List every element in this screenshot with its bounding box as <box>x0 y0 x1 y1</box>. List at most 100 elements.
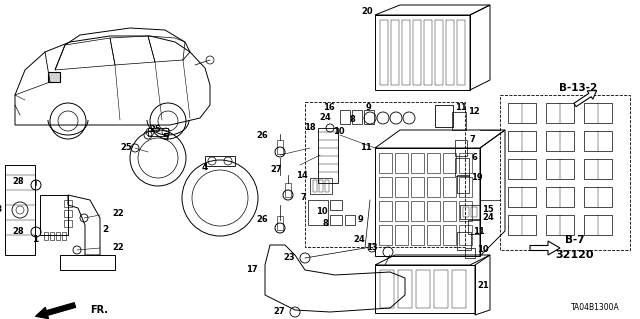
Text: 28: 28 <box>12 227 24 236</box>
Bar <box>459 153 472 173</box>
Bar <box>395 177 408 197</box>
Bar <box>546 215 574 235</box>
Text: 24: 24 <box>319 114 331 122</box>
Bar <box>463 207 469 217</box>
Text: 15: 15 <box>482 205 493 214</box>
Text: 28: 28 <box>12 177 24 187</box>
Bar <box>446 20 454 85</box>
Bar <box>452 112 466 130</box>
Text: 11: 11 <box>455 103 467 113</box>
Bar <box>584 215 612 235</box>
Bar <box>546 159 574 179</box>
Text: 27: 27 <box>273 308 285 316</box>
Text: 14: 14 <box>296 170 308 180</box>
Bar <box>40 195 68 235</box>
Text: 17: 17 <box>246 265 258 275</box>
Bar <box>471 207 477 217</box>
Text: FR.: FR. <box>90 305 108 315</box>
Bar <box>319 180 323 192</box>
FancyArrow shape <box>35 303 76 319</box>
Bar <box>402 20 410 85</box>
Bar <box>380 270 394 308</box>
Bar <box>64 210 72 217</box>
Bar <box>459 201 472 221</box>
Text: 26: 26 <box>256 131 268 140</box>
Bar <box>411 201 424 221</box>
Text: 25: 25 <box>149 125 161 135</box>
Text: 21: 21 <box>477 280 489 290</box>
Bar <box>427 153 440 173</box>
Bar <box>443 177 456 197</box>
Text: B-7: B-7 <box>565 235 585 245</box>
Text: 10: 10 <box>316 207 328 217</box>
Bar <box>460 205 480 219</box>
Bar <box>380 20 388 85</box>
Text: 7: 7 <box>469 136 475 145</box>
Bar <box>395 225 408 245</box>
Text: 25: 25 <box>120 144 132 152</box>
Bar <box>330 215 342 225</box>
Text: 16: 16 <box>323 103 335 113</box>
Bar <box>375 15 470 90</box>
Bar <box>375 148 480 256</box>
Bar <box>310 178 332 194</box>
Text: 24: 24 <box>353 235 365 244</box>
Bar <box>379 177 392 197</box>
Text: 9: 9 <box>365 103 371 113</box>
Bar <box>411 153 424 173</box>
Text: 8: 8 <box>323 219 328 228</box>
FancyArrow shape <box>574 91 596 107</box>
Bar <box>457 175 469 193</box>
Text: 11: 11 <box>360 144 372 152</box>
Bar <box>457 20 465 85</box>
Bar <box>44 232 48 240</box>
Bar <box>64 200 72 207</box>
Bar <box>434 270 448 308</box>
Bar <box>340 110 350 124</box>
Bar <box>56 232 60 240</box>
Text: 19: 19 <box>471 174 483 182</box>
Bar <box>435 20 443 85</box>
Bar <box>330 200 342 210</box>
Bar <box>459 225 472 245</box>
Bar <box>427 225 440 245</box>
Bar <box>443 201 456 221</box>
Bar <box>205 156 235 166</box>
Text: 5: 5 <box>162 133 168 143</box>
Bar <box>379 153 392 173</box>
Text: 8: 8 <box>349 115 355 124</box>
Text: B-13-2: B-13-2 <box>559 83 597 93</box>
Bar <box>508 215 536 235</box>
Bar <box>546 187 574 207</box>
Bar <box>50 232 54 240</box>
Bar <box>508 159 536 179</box>
Text: 24: 24 <box>482 213 493 222</box>
Text: 4: 4 <box>202 164 208 173</box>
Text: 22: 22 <box>112 243 124 253</box>
Bar <box>452 270 466 308</box>
Bar <box>427 177 440 197</box>
Text: 6: 6 <box>471 153 477 162</box>
Text: 20: 20 <box>362 8 373 17</box>
Bar <box>148 128 168 136</box>
Bar <box>308 200 328 225</box>
Bar <box>508 187 536 207</box>
Bar <box>546 103 574 123</box>
Bar <box>5 165 35 255</box>
Text: 9: 9 <box>358 216 364 225</box>
Bar <box>398 270 412 308</box>
Text: 11: 11 <box>473 227 484 236</box>
Text: 2: 2 <box>102 226 108 234</box>
Bar <box>375 265 475 313</box>
Bar <box>64 220 72 227</box>
Bar <box>459 177 472 197</box>
Bar <box>465 248 475 258</box>
Bar <box>277 216 283 230</box>
Text: TA04B1300A: TA04B1300A <box>572 303 620 312</box>
Bar <box>584 103 612 123</box>
Text: 12: 12 <box>468 108 480 116</box>
Text: 1: 1 <box>32 235 38 244</box>
Bar <box>455 158 469 176</box>
Text: 32120: 32120 <box>556 250 595 260</box>
Text: 22: 22 <box>112 209 124 218</box>
